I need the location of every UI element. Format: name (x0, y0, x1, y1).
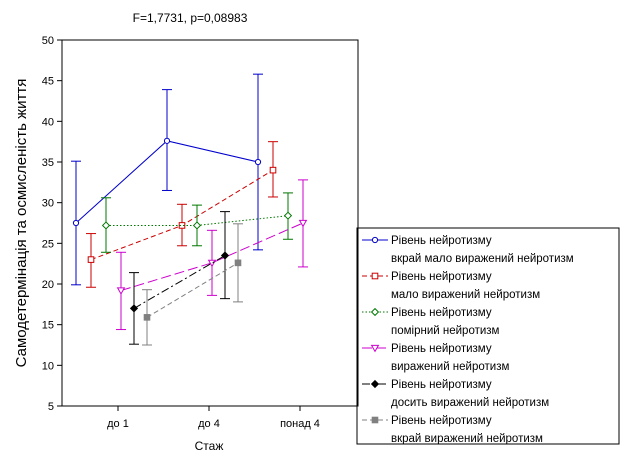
y-axis-label: Самодетермінація та осмисленість життя (13, 79, 30, 368)
x-tick-label: до 1 (107, 418, 129, 430)
y-tick-label: 20 (42, 279, 54, 291)
legend-label-detail: помірний нейротизм (391, 325, 500, 337)
chart-title: F=1,7731, p=0,08983 (133, 11, 248, 25)
legend-marker (371, 416, 379, 424)
data-point (116, 287, 126, 295)
series-line (146, 262, 239, 318)
series-line (120, 222, 304, 291)
legend-marker (370, 344, 380, 353)
y-tick-label: 25 (42, 238, 54, 250)
legend-label-detail: досить виражений нейротизм (391, 397, 549, 409)
data-point (283, 211, 293, 220)
x-axis: до 1 до 4 понад 4 (107, 406, 320, 430)
series-layer (71, 73, 308, 346)
legend-label: Рівень нейротизму (391, 235, 492, 247)
legend-entry-6: Рівень нейротизму вкрай виражений нейроти… (362, 415, 543, 445)
legend-label-detail: вкрай виражений нейротизм (391, 433, 543, 445)
data-point (298, 219, 308, 228)
series-line (133, 255, 226, 309)
series-1 (71, 73, 263, 286)
legend-frame (356, 227, 620, 445)
y-tick-label: 30 (42, 198, 54, 210)
legend-entry-5: Рівень нейротизму досить виражений нейрот… (362, 379, 549, 409)
x-tick-label: до 4 (198, 418, 220, 430)
y-tick-label: 15 (42, 320, 54, 332)
legend-label-detail: виражений нейротизм (391, 361, 509, 373)
data-point (101, 221, 111, 230)
legend-marker (370, 379, 380, 389)
legend-marker (370, 307, 380, 317)
legend-label-detail: мало виражений нейротизм (391, 289, 540, 301)
legend-marker (371, 236, 379, 244)
data-point (129, 304, 139, 313)
data-point (269, 166, 277, 174)
legend-label: Рівень нейротизму (391, 379, 492, 391)
series-4 (116, 179, 308, 331)
legend-label: Рівень нейротизму (391, 343, 492, 355)
legend-entry-4: Рівень нейротизму виражений нейротизм (362, 343, 509, 373)
y-tick-label: 5 (48, 401, 54, 413)
data-point (220, 251, 230, 260)
data-point (254, 158, 262, 166)
data-point (192, 221, 202, 230)
y-tick-label: 40 (42, 116, 54, 128)
legend-label: Рівень нейротизму (391, 415, 492, 427)
legend-marker (371, 272, 379, 280)
series-5 (129, 211, 230, 345)
y-tick-label: 10 (42, 360, 54, 372)
series-2 (86, 141, 278, 288)
x-tick-label: понад 4 (280, 418, 320, 430)
data-point (72, 219, 80, 227)
y-tick-label: 35 (42, 157, 54, 169)
legend-entry-3: Рівень нейротизму помірний нейротизм (362, 307, 500, 337)
y-axis: 5 10 15 20 25 30 35 40 45 50 (42, 35, 62, 413)
legend-label-detail: вкрай мало виражений нейротизм (391, 253, 574, 265)
series-6 (142, 223, 243, 346)
plot-frame (61, 39, 359, 407)
series-3 (101, 192, 293, 253)
x-axis-label: Стаж (195, 439, 224, 453)
legend: Рівень нейротизму вкрай мало виражений не… (362, 235, 574, 445)
data-point (234, 259, 242, 267)
legend-label: Рівень нейротизму (391, 271, 492, 283)
data-point (143, 314, 151, 321)
y-tick-label: 50 (42, 35, 54, 47)
legend-entry-2: Рівень нейротизму мало виражений нейротиз… (362, 271, 540, 301)
legend-label: Рівень нейротизму (391, 307, 492, 319)
data-point (178, 222, 186, 229)
data-point (87, 256, 95, 263)
data-point (163, 137, 171, 144)
y-tick-label: 45 (42, 76, 54, 88)
legend-entry-1: Рівень нейротизму вкрай мало виражений не… (362, 235, 574, 265)
